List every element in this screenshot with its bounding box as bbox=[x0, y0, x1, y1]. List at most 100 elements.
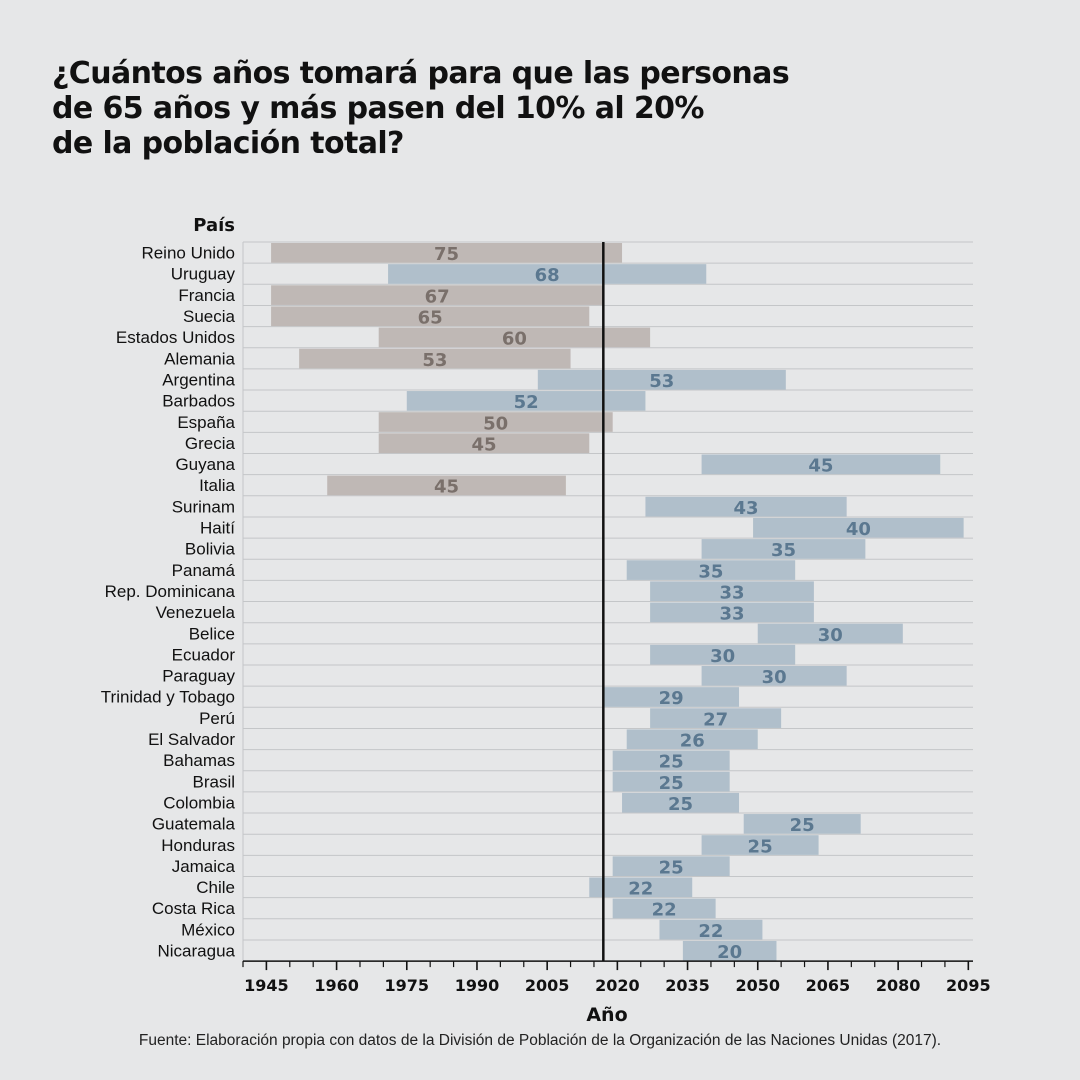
data-label: 35 bbox=[771, 540, 796, 561]
data-label: 30 bbox=[710, 646, 735, 667]
bar bbox=[378, 433, 590, 453]
x-tick-label: 1945 bbox=[244, 976, 289, 995]
country-label: Bolivia bbox=[185, 540, 236, 559]
country-label: Colombia bbox=[163, 793, 235, 812]
bar bbox=[682, 940, 777, 961]
bar bbox=[701, 454, 941, 475]
data-label: 52 bbox=[514, 392, 539, 413]
bar bbox=[701, 835, 819, 855]
x-tick-label: 2005 bbox=[525, 976, 570, 995]
bar bbox=[645, 496, 847, 517]
bar bbox=[612, 750, 730, 771]
country-label: Paraguay bbox=[162, 667, 235, 686]
bar bbox=[701, 666, 847, 686]
bar bbox=[537, 369, 786, 390]
chart-title-line-1: ¿Cuántos años tomará para que las person… bbox=[52, 56, 790, 91]
country-label: Bahamas bbox=[163, 751, 235, 770]
data-label: 22 bbox=[628, 879, 653, 900]
bar bbox=[743, 814, 861, 834]
data-label: 26 bbox=[680, 731, 705, 752]
data-label: 25 bbox=[659, 752, 684, 773]
bar bbox=[603, 687, 740, 707]
data-label: 33 bbox=[719, 582, 744, 603]
country-label: Panamá bbox=[172, 561, 236, 580]
data-label: 25 bbox=[790, 815, 815, 836]
bar bbox=[299, 348, 571, 369]
bar bbox=[388, 264, 707, 284]
country-label: Rep. Dominicana bbox=[105, 582, 236, 601]
bar bbox=[626, 729, 758, 750]
country-label: El Salvador bbox=[148, 730, 235, 749]
data-label: 53 bbox=[422, 350, 447, 371]
y-axis-title: País bbox=[193, 215, 235, 236]
x-tick-label: 1975 bbox=[385, 976, 430, 995]
bar bbox=[406, 391, 646, 411]
bar bbox=[271, 306, 590, 327]
country-label: Suecia bbox=[183, 307, 236, 326]
range-bar-chart: País Reino Unido 75 Uruguay 68 Francia 67 Sueci… bbox=[101, 215, 991, 1026]
data-label: 33 bbox=[719, 604, 744, 625]
data-label: 43 bbox=[734, 498, 759, 519]
chart-title-line-3: de la población total? bbox=[52, 126, 404, 161]
bar bbox=[757, 623, 903, 644]
country-label: Perú bbox=[199, 709, 235, 728]
x-tick-label: 1960 bbox=[314, 976, 359, 995]
x-tick-label: 2065 bbox=[806, 976, 851, 995]
data-label: 22 bbox=[698, 921, 723, 942]
bar bbox=[650, 581, 814, 602]
bar bbox=[378, 412, 613, 432]
chart-title-line-2: de 65 años y más pasen del 10% al 20% bbox=[52, 91, 704, 126]
chart-title: ¿Cuántos años tomará para que las person… bbox=[52, 56, 952, 161]
bar bbox=[701, 539, 866, 559]
country-label: México bbox=[181, 920, 235, 939]
bar bbox=[650, 602, 814, 623]
data-label: 65 bbox=[418, 308, 443, 329]
bar bbox=[650, 708, 782, 728]
data-label: 20 bbox=[717, 942, 742, 963]
country-label: Ecuador bbox=[172, 645, 236, 664]
country-label: Uruguay bbox=[171, 265, 236, 284]
data-label: 45 bbox=[808, 456, 833, 477]
data-label: 30 bbox=[818, 625, 843, 646]
data-label: 67 bbox=[425, 286, 450, 307]
data-label: 25 bbox=[668, 794, 693, 815]
data-label: 75 bbox=[434, 244, 459, 265]
x-tick-label: 2095 bbox=[946, 976, 991, 995]
data-label: 27 bbox=[703, 709, 728, 730]
country-label: Francia bbox=[178, 286, 235, 305]
bar bbox=[650, 644, 796, 665]
bar bbox=[271, 285, 604, 305]
bar bbox=[612, 771, 730, 792]
data-label: 25 bbox=[659, 857, 684, 878]
data-label: 25 bbox=[659, 773, 684, 794]
bar bbox=[626, 560, 796, 580]
country-label: Venezuela bbox=[156, 603, 236, 622]
country-label: Barbados bbox=[162, 392, 235, 411]
source-note: Fuente: Elaboración propia con datos de … bbox=[138, 1032, 942, 1049]
data-label: 45 bbox=[434, 477, 459, 498]
country-label: Trinidad y Tobago bbox=[101, 688, 235, 707]
country-label: Alemania bbox=[164, 349, 235, 368]
x-tick-label: 2080 bbox=[876, 976, 921, 995]
x-tick-label: 1990 bbox=[455, 976, 500, 995]
bar bbox=[271, 243, 623, 263]
data-label: 35 bbox=[698, 561, 723, 582]
x-tick-label: 2050 bbox=[735, 976, 780, 995]
country-label: Nicaragua bbox=[158, 942, 236, 961]
country-label: España bbox=[177, 413, 235, 432]
data-label: 22 bbox=[652, 900, 677, 921]
data-label: 40 bbox=[846, 519, 871, 540]
country-label: Grecia bbox=[185, 434, 236, 453]
bar bbox=[659, 919, 763, 940]
country-label: Guatemala bbox=[152, 815, 236, 834]
country-label: Honduras bbox=[161, 836, 235, 855]
country-label: Chile bbox=[196, 878, 235, 897]
data-label: 53 bbox=[649, 371, 674, 392]
x-tick-label: 2035 bbox=[665, 976, 710, 995]
x-axis-title: Año bbox=[586, 1004, 627, 1026]
data-label: 25 bbox=[748, 836, 773, 857]
bar bbox=[622, 792, 740, 813]
country-label: Reino Unido bbox=[141, 244, 235, 263]
data-label: 30 bbox=[762, 667, 787, 688]
data-label: 50 bbox=[483, 413, 508, 434]
